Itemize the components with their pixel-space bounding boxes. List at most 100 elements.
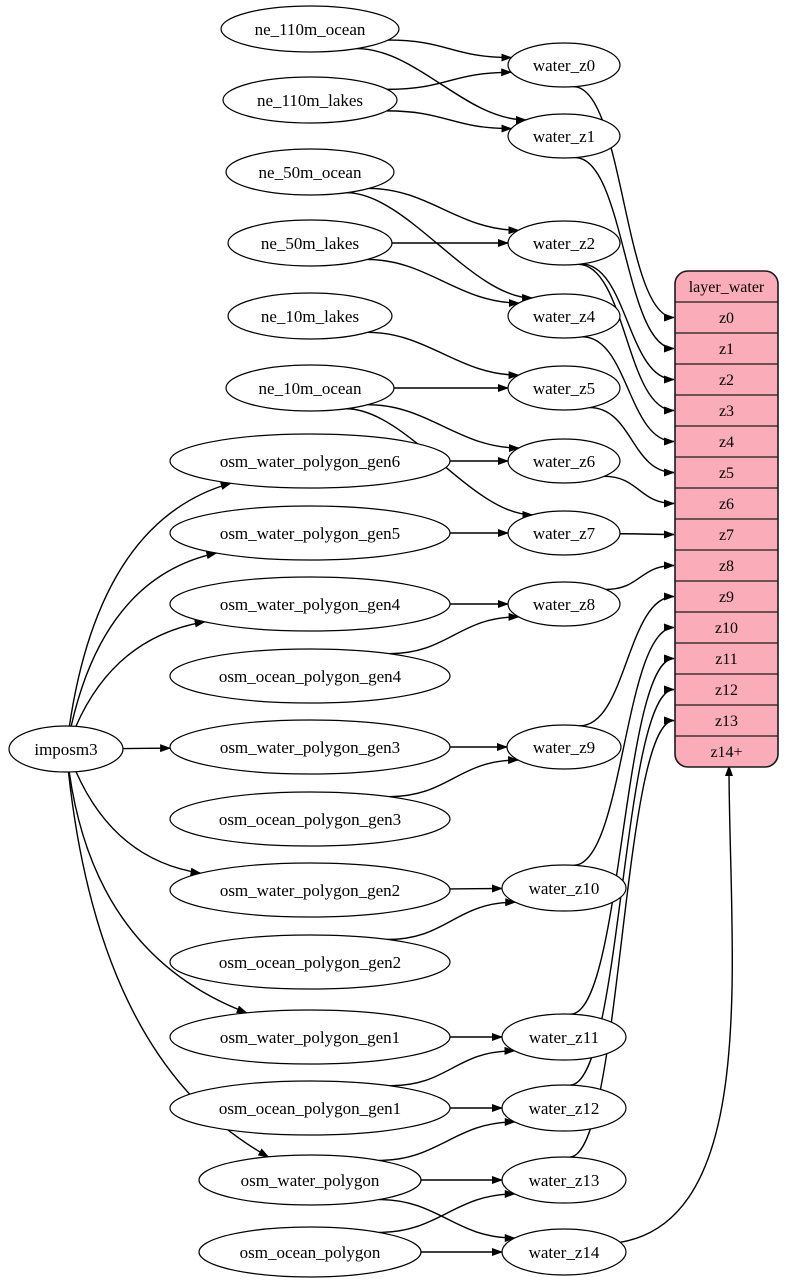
edge-water_z0--z0 <box>573 85 675 322</box>
node-water_z14: water_z14 <box>501 1228 627 1276</box>
edge-water_z8--z8 <box>605 561 675 591</box>
node-water_z1: water_z1 <box>507 113 621 159</box>
node-ellipse-ne_50m_ocean <box>225 148 395 196</box>
node-ellipse-water_z14 <box>501 1228 627 1276</box>
edge-water_z6--z6 <box>604 475 675 508</box>
edge-osm_water_polygon--water_z14 <box>379 1198 516 1243</box>
node-osm_water_polygon_gen6: osm_water_polygon_gen6 <box>169 433 451 489</box>
node-water_z5: water_z5 <box>507 365 621 411</box>
node-water_z4: water_z4 <box>507 293 621 339</box>
table-row-z3: z3 <box>719 403 734 420</box>
node-ellipse-osm_ocean_polygon_gen4 <box>169 648 451 704</box>
node-label-osm_water_polygon_gen5: osm_water_polygon_gen5 <box>220 524 400 543</box>
node-ellipse-osm_water_polygon_gen6 <box>169 433 451 489</box>
node-ellipse-ne_10m_ocean <box>225 364 395 412</box>
table-row-z13: z13 <box>715 713 738 730</box>
edge-imposm3--osm_water_polygon_gen6 <box>68 482 232 727</box>
node-water_z11: water_z11 <box>501 1013 627 1061</box>
node-ne_50m_ocean: ne_50m_ocean <box>225 148 395 196</box>
edge-ne_10m_lakes--water_z5 <box>367 331 520 380</box>
node-ellipse-osm_water_polygon <box>198 1154 422 1206</box>
node-osm_water_polygon_gen2: osm_water_polygon_gen2 <box>169 862 451 918</box>
node-water_z12: water_z12 <box>501 1084 627 1132</box>
table-row-z12: z12 <box>715 682 738 699</box>
node-osm_ocean_polygon_gen4: osm_ocean_polygon_gen4 <box>169 648 451 704</box>
node-ellipse-osm_water_polygon_gen2 <box>169 862 451 918</box>
node-ellipse-water_z8 <box>507 581 621 627</box>
node-label-water_z12: water_z12 <box>529 1099 600 1118</box>
node-ellipse-osm_ocean_polygon <box>198 1226 422 1278</box>
node-label-osm_water_polygon_gen2: osm_water_polygon_gen2 <box>220 881 400 900</box>
edge-water_z1--z1 <box>575 156 675 353</box>
table-row-z0: z0 <box>719 310 734 327</box>
layer-water-table: layer_water z0 z1 z2 z3 z4 z5 z6 z7 z8 z9 z10 z11 z12… <box>674 270 779 768</box>
node-label-osm_water_polygon_gen1: osm_water_polygon_gen1 <box>220 1028 400 1047</box>
node-label-water_z13: water_z13 <box>529 1171 600 1190</box>
edge-water_z2--z3 <box>578 263 675 415</box>
node-ellipse-water_z4 <box>507 293 621 339</box>
edge-water_z13--z13 <box>569 716 675 1158</box>
node-water_z8: water_z8 <box>507 581 621 627</box>
node-ellipse-water_z6 <box>507 438 621 484</box>
table-row-z6: z6 <box>719 496 734 513</box>
node-label-water_z7: water_z7 <box>533 524 596 543</box>
node-label-water_z1: water_z1 <box>533 127 595 146</box>
edge-ne_50m_lakes--water_z4 <box>367 258 520 308</box>
node-osm_water_polygon_gen4: osm_water_polygon_gen4 <box>169 576 451 632</box>
node-water_z13: water_z13 <box>501 1156 627 1204</box>
node-label-water_z10: water_z10 <box>529 879 600 898</box>
node-ellipse-ne_110m_lakes <box>222 76 398 124</box>
node-osm_ocean_polygon_gen1: osm_ocean_polygon_gen1 <box>169 1080 451 1136</box>
edge-water_z4--z4 <box>582 336 675 446</box>
node-osm_ocean_polygon_gen3: osm_ocean_polygon_gen3 <box>169 791 451 847</box>
edge-osm_water_polygon--water_z12 <box>379 1117 516 1162</box>
edge-water_z14--z14plus <box>620 765 734 1244</box>
node-ellipse-osm_water_polygon_gen1 <box>169 1009 451 1065</box>
node-osm_water_polygon_gen1: osm_water_polygon_gen1 <box>169 1009 451 1065</box>
node-label-water_z8: water_z8 <box>533 595 595 614</box>
edge-imposm3--osm_water_polygon_gen5 <box>70 551 218 727</box>
node-osm_water_polygon_gen5: osm_water_polygon_gen5 <box>169 505 451 561</box>
node-label-osm_water_polygon: osm_water_polygon <box>241 1171 380 1190</box>
node-ne_10m_lakes: ne_10m_lakes <box>227 292 393 340</box>
node-osm_ocean_polygon_gen2: osm_ocean_polygon_gen2 <box>169 934 451 990</box>
edge-osm_ocean_polygon_gen3--water_z9 <box>388 756 520 798</box>
node-osm_water_polygon_gen3: osm_water_polygon_gen3 <box>169 719 451 775</box>
table-row-z1: z1 <box>719 341 734 358</box>
edge-water_z2--z2 <box>581 263 675 384</box>
node-label-osm_ocean_polygon_gen4: osm_ocean_polygon_gen4 <box>219 667 402 686</box>
edge-water_z7--z7 <box>619 530 675 539</box>
table-row-z9: z9 <box>719 589 734 606</box>
node-ellipse-water_z10 <box>501 864 627 912</box>
node-label-osm_water_polygon_gen4: osm_water_polygon_gen4 <box>220 595 401 614</box>
edge-osm_ocean_polygon_gen1--water_z11 <box>389 1046 516 1087</box>
node-ellipse-imposm3 <box>8 725 124 773</box>
node-water_z9: water_z9 <box>506 724 622 770</box>
node-ellipse-water_z0 <box>507 42 621 88</box>
node-label-water_z14: water_z14 <box>529 1243 600 1262</box>
edge-ne_110m_ocean--water_z0 <box>388 39 513 62</box>
edge-ne_50m_ocean--water_z2 <box>368 187 520 235</box>
edge-osm_ocean_polygon_gen4--water_z8 <box>388 612 520 655</box>
node-ellipse-osm_ocean_polygon_gen1 <box>169 1080 451 1136</box>
table-row-z7: z7 <box>719 527 734 544</box>
node-water_z6: water_z6 <box>507 438 621 484</box>
edge-imposm3--osm_water_polygon_gen2 <box>75 771 202 876</box>
node-osm_water_polygon: osm_water_polygon <box>198 1154 422 1206</box>
node-label-water_z9: water_z9 <box>533 738 595 757</box>
table-row-z14plus: z14+ <box>710 744 742 761</box>
node-ellipse-osm_water_polygon_gen5 <box>169 505 451 561</box>
node-label-osm_ocean_polygon_gen1: osm_ocean_polygon_gen1 <box>219 1099 401 1118</box>
edge-imposm3--osm_water_polygon_gen1 <box>68 771 248 1014</box>
node-label-ne_110m_ocean: ne_110m_ocean <box>255 20 366 39</box>
node-ellipse-water_z12 <box>501 1084 627 1132</box>
node-label-osm_ocean_polygon: osm_ocean_polygon <box>240 1243 381 1262</box>
node-label-water_z11: water_z11 <box>529 1028 599 1047</box>
node-water_z2: water_z2 <box>507 220 621 266</box>
node-ellipse-water_z5 <box>507 365 621 411</box>
table-row-z11: z11 <box>715 651 738 668</box>
node-label-osm_ocean_polygon_gen3: osm_ocean_polygon_gen3 <box>219 810 401 829</box>
node-label-water_z0: water_z0 <box>533 56 595 75</box>
node-label-imposm3: imposm3 <box>34 740 97 759</box>
